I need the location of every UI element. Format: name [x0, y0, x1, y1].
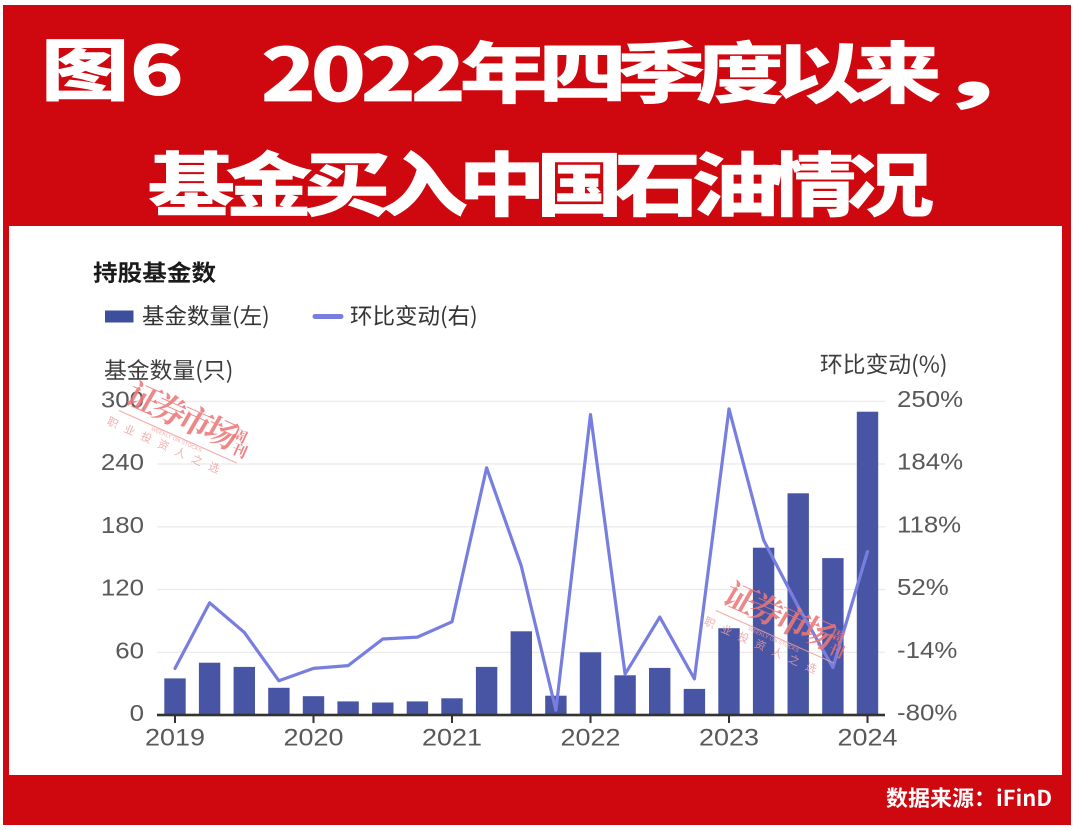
svg-text:2020: 2020: [284, 725, 344, 752]
svg-text:2024: 2024: [838, 725, 898, 752]
svg-text:-14%: -14%: [897, 638, 957, 664]
svg-text:250%: 250%: [897, 387, 963, 413]
svg-text:118%: 118%: [897, 512, 961, 538]
svg-text:2021: 2021: [422, 725, 482, 752]
svg-text:180: 180: [101, 513, 144, 539]
svg-text:0: 0: [130, 701, 144, 727]
svg-text:52%: 52%: [897, 575, 949, 601]
svg-text:120: 120: [101, 576, 144, 602]
svg-text:-80%: -80%: [897, 701, 957, 727]
svg-text:240: 240: [101, 450, 144, 476]
svg-text:184%: 184%: [897, 450, 963, 476]
svg-text:2023: 2023: [699, 725, 759, 752]
svg-text:60: 60: [115, 639, 144, 665]
svg-text:2022: 2022: [561, 725, 621, 752]
svg-text:2019: 2019: [145, 725, 205, 752]
